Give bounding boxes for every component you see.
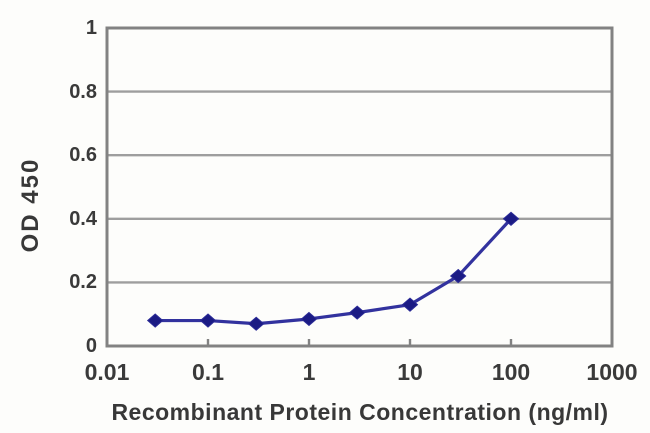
y-tick-label: 0.4 — [69, 207, 97, 230]
data-point-marker — [449, 268, 467, 284]
data-point-marker — [199, 313, 217, 328]
y-tick-label: 0.8 — [69, 80, 97, 103]
plot-frame — [105, 26, 614, 348]
data-point-marker — [247, 316, 265, 331]
y-axis-title: OD 450 — [17, 157, 44, 253]
x-tick-label: 0.01 — [84, 359, 130, 385]
data-point-marker — [401, 297, 419, 312]
x-axis-title: Recombinant Protein Concentration (ng/ml… — [111, 399, 609, 425]
x-tick-label: 100 — [491, 359, 531, 385]
data-point-marker — [146, 313, 164, 328]
data-point-marker — [502, 211, 520, 226]
y-tick-label: 1 — [85, 17, 97, 39]
x-tick-label: 1 — [302, 359, 316, 385]
x-tick-label: 10 — [397, 359, 423, 385]
data-point-marker — [348, 305, 366, 320]
x-tick-label: 0.1 — [192, 359, 224, 385]
series-line — [153, 217, 513, 326]
data-point-marker — [300, 311, 318, 327]
y-tick-label: 0 — [85, 335, 97, 357]
y-tick-label: 0.6 — [69, 144, 97, 167]
y-tick-label: 0.2 — [69, 271, 97, 294]
x-tick-label: 1000 — [586, 359, 638, 385]
